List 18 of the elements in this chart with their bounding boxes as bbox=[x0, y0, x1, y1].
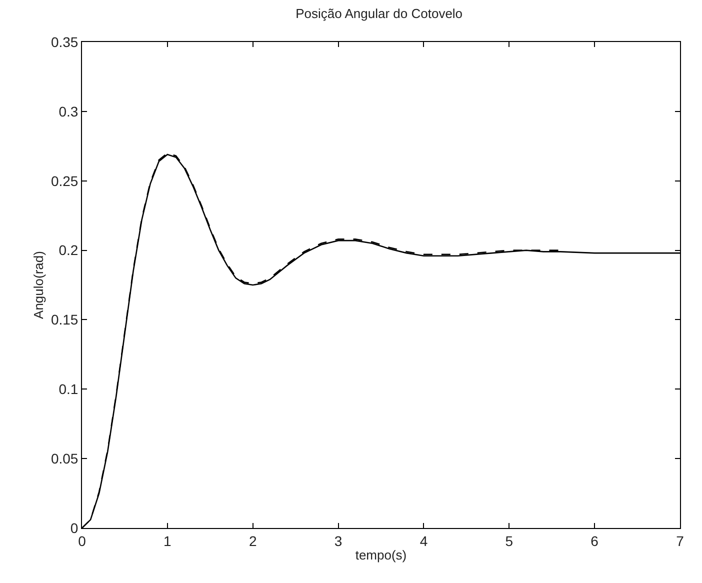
y-tick-label: 0.2 bbox=[58, 242, 78, 258]
y-axis-title: Angulo(rad) bbox=[30, 251, 46, 319]
x-tick-label: 6 bbox=[590, 532, 599, 549]
y-tick-label: 0.1 bbox=[58, 381, 78, 398]
x-tick-label: 7 bbox=[676, 532, 684, 549]
x-tick-label: 1 bbox=[164, 532, 172, 549]
x-tick-label: 5 bbox=[505, 532, 514, 549]
x-tick-label: 4 bbox=[420, 532, 428, 549]
y-tick-label: 0 bbox=[70, 520, 78, 536]
chart-title: Posição Angular do Cotovelo bbox=[296, 6, 463, 21]
x-tick-label: 3 bbox=[334, 532, 342, 549]
y-tick-label: 0.25 bbox=[50, 172, 78, 189]
y-tick-label: 0.05 bbox=[50, 450, 78, 466]
x-axis-title: tempo(s) bbox=[355, 547, 407, 562]
y-tick-label: 0.3 bbox=[58, 103, 78, 120]
x-tick-label: 2 bbox=[248, 532, 257, 549]
y-tick-label: 0.35 bbox=[50, 34, 78, 50]
y-tick-label: 0.15 bbox=[50, 312, 78, 328]
